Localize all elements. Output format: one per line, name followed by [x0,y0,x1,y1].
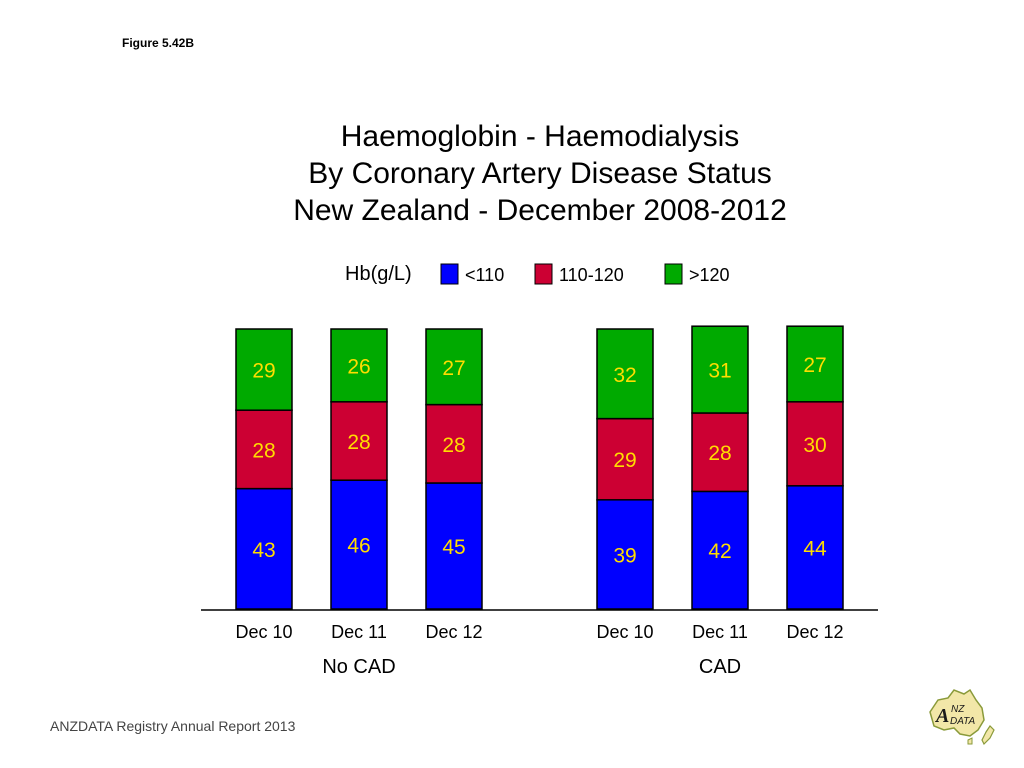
legend-label-1: 110-120 [559,265,624,285]
data-label-0-2-1: 28 [442,434,465,457]
svg-text:DATA: DATA [950,716,976,727]
data-label-1-1-2: 31 [708,360,731,383]
bar-segment-0-2-2 [425,328,483,406]
chart-title-line-2: By Coronary Artery Disease Status [308,157,772,190]
legend-label-2: >120 [689,265,730,285]
legend-swatch-2 [664,263,683,285]
footer-text: ANZDATA Registry Annual Report 2013 [50,718,296,734]
data-label-0-1-1: 28 [347,431,370,454]
group-label-0: No CAD [322,656,395,678]
x-tick-label-1-2: Dec 12 [786,622,843,642]
bar-segment-1-0-0 [596,499,654,610]
data-label-0-1-0: 46 [347,535,370,558]
figure-label: Figure 5.42B [122,36,195,50]
x-tick-label-1-0: Dec 10 [596,622,653,642]
x-tick-label-0-2: Dec 12 [425,622,482,642]
bar-segment-1-1-1 [691,412,749,493]
data-label-0-2-0: 45 [442,536,465,559]
svg-text:A: A [934,705,949,727]
data-label-0-1-2: 26 [347,355,370,378]
bar-segment-1-2-1 [786,401,844,487]
chart-title-line-1: Haemoglobin - Haemodialysis [340,120,740,153]
bar-segment-0-1-1 [330,401,388,481]
group-label-1: CAD [699,656,741,678]
x-tick-label-0-0: Dec 10 [235,622,292,642]
bar-segment-0-0-2 [235,328,293,411]
bar-segment-1-0-1 [596,417,654,501]
legend-label-0: <110 [465,265,504,285]
bar-segment-0-2-0 [425,482,483,610]
bar-segment-1-0-2 [596,328,654,420]
anzdata-logo-icon: A NZ DATA [929,688,995,746]
bar-segment-0-0-1 [235,409,293,490]
chart-title: Haemoglobin - Haemodialysis By Coronary … [190,118,890,229]
data-label-0-0-1: 28 [252,439,275,462]
bar-segment-0-0-0 [235,487,293,610]
data-label-0-0-2: 29 [252,360,275,383]
x-tick-label-1-1: Dec 11 [692,622,748,642]
x-tick-label-0-1: Dec 11 [331,622,387,642]
bar-segment-0-1-2 [330,328,388,403]
data-label-1-1-0: 42 [708,540,731,563]
legend-swatch-0 [440,263,459,285]
bar-segment-1-2-2 [786,325,844,403]
data-label-1-0-1: 29 [613,449,636,472]
data-label-1-2-0: 44 [803,537,827,560]
data-label-1-2-1: 30 [803,434,826,457]
data-label-0-2-2: 27 [442,357,465,380]
bar-segment-1-1-2 [691,325,749,414]
legend-title: Hb(g/L) [345,263,412,285]
bar-segment-0-1-0 [330,479,388,610]
bar-segment-1-2-0 [786,485,844,610]
chart-title-line-3: New Zealand - December 2008-2012 [293,194,787,227]
data-label-1-2-2: 27 [803,354,826,377]
svg-text:NZ: NZ [951,704,965,715]
legend-swatch-1 [534,263,553,285]
bar-segment-1-1-0 [691,490,749,610]
data-label-1-0-2: 32 [613,364,636,387]
data-label-0-0-0: 43 [252,539,275,562]
data-label-1-0-0: 39 [613,544,636,567]
data-label-1-1-1: 28 [708,442,731,465]
